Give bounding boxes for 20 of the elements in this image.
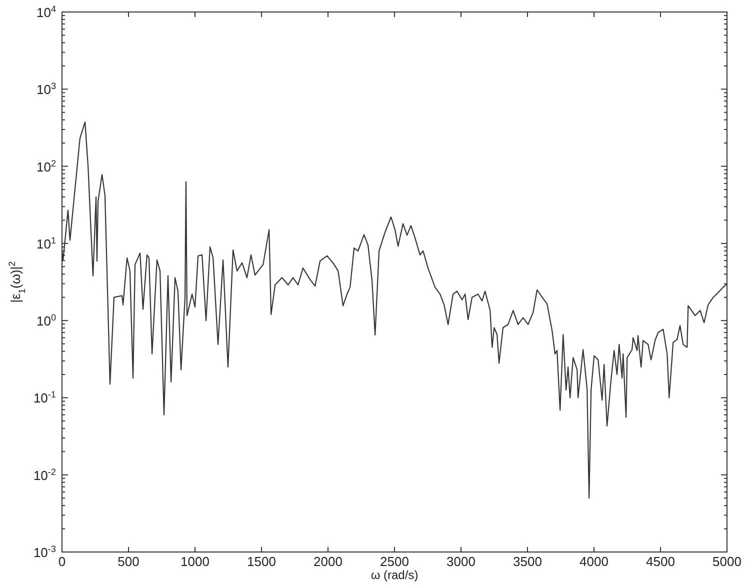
x-tick-label: 3500 [513,554,542,569]
y-tick-label: 10$^{4}$ [36,4,56,20]
x-tick-label: 4500 [646,554,675,569]
x-tick-label: 4000 [580,554,608,569]
y-tick-label: 10$^{-1}$ [33,390,56,406]
x-tick-label: 1000 [180,554,210,569]
y-tick-label: 10$^{1}$ [36,235,56,252]
x-tick-label: 5000 [712,554,742,569]
x-tick-label: 0 [58,554,66,569]
x-tick-label: 500 [118,554,140,569]
x-axis-title: ω (rad/s) [370,568,418,582]
x-tick-label: 1500 [247,554,276,569]
x-tick-label: 3000 [446,554,476,569]
y-tick-label: 10$^{2}$ [36,158,56,174]
x-tick-label: 2500 [380,554,409,569]
x-tick-label: 2000 [314,554,342,569]
y-tick-label: 10$^{0}$ [36,312,56,329]
y-tick-label: 10$^{-3}$ [33,544,56,560]
y-tick-label: 10$^{3}$ [36,81,56,98]
y-tick-label: 10$^{-2}$ [33,466,56,483]
